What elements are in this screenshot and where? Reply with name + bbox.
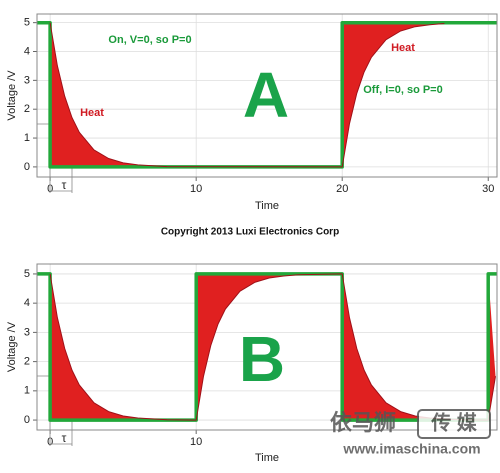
y-tick-label: 1 <box>24 132 30 144</box>
watermark-text: 传 媒 <box>430 411 478 434</box>
plot-area <box>37 14 497 177</box>
chart: 0102030012345TimeVoltage /VOn, V=0, so P… <box>6 13 498 212</box>
capacitor-curve <box>49 22 445 168</box>
capacitor-curve <box>49 273 496 421</box>
x-axis-label: Time <box>255 452 279 464</box>
y-tick-label: 2 <box>24 103 30 115</box>
x-tick-label: 10 <box>190 436 202 448</box>
copyright: Copyright 2013 Luxi Electronics Corp <box>161 227 339 238</box>
chart: 010012345TimeVoltage /VBτ <box>6 263 498 464</box>
annotation: τ <box>62 431 67 445</box>
watermark-box <box>417 409 491 439</box>
plot-frame <box>36 13 498 178</box>
y-axis-label: Voltage /V <box>6 321 18 372</box>
watermark-url: www.imaschina.com <box>342 441 480 457</box>
watermark: 依马狮 传 媒 www.imaschina.com <box>330 409 491 457</box>
annotation: B <box>239 323 285 395</box>
x-tick-label: 20 <box>336 183 348 195</box>
y-tick-label: 1 <box>24 385 30 397</box>
x-tick-label: 10 <box>190 183 202 195</box>
annotation: A <box>243 59 289 131</box>
y-tick-label: 4 <box>24 45 30 57</box>
annotation: τ <box>62 178 67 192</box>
y-tick-label: 4 <box>24 297 30 309</box>
annotation: On, V=0, so P=0 <box>108 34 191 46</box>
x-axis-label: Time <box>255 200 279 212</box>
plot-frame <box>36 263 498 431</box>
heat-area <box>50 273 496 421</box>
plot-area <box>37 264 497 430</box>
square-wave <box>37 272 497 422</box>
y-tick-label: 0 <box>24 161 30 173</box>
heat-area <box>50 22 445 167</box>
annotation: Heat <box>391 42 415 54</box>
y-tick-label: 5 <box>24 17 30 29</box>
y-tick-label: 3 <box>24 326 30 338</box>
y-tick-label: 3 <box>24 74 30 86</box>
y-tick-label: 2 <box>24 356 30 368</box>
y-tick-label: 0 <box>24 414 30 426</box>
y-axis-label: Voltage /V <box>6 70 18 121</box>
watermark-text: 依马狮 <box>330 410 396 435</box>
y-tick-label: 5 <box>24 268 30 280</box>
x-tick-label: 30 <box>482 183 494 195</box>
annotation: Heat <box>80 107 104 119</box>
annotation: Off, I=0, so P=0 <box>363 84 442 96</box>
